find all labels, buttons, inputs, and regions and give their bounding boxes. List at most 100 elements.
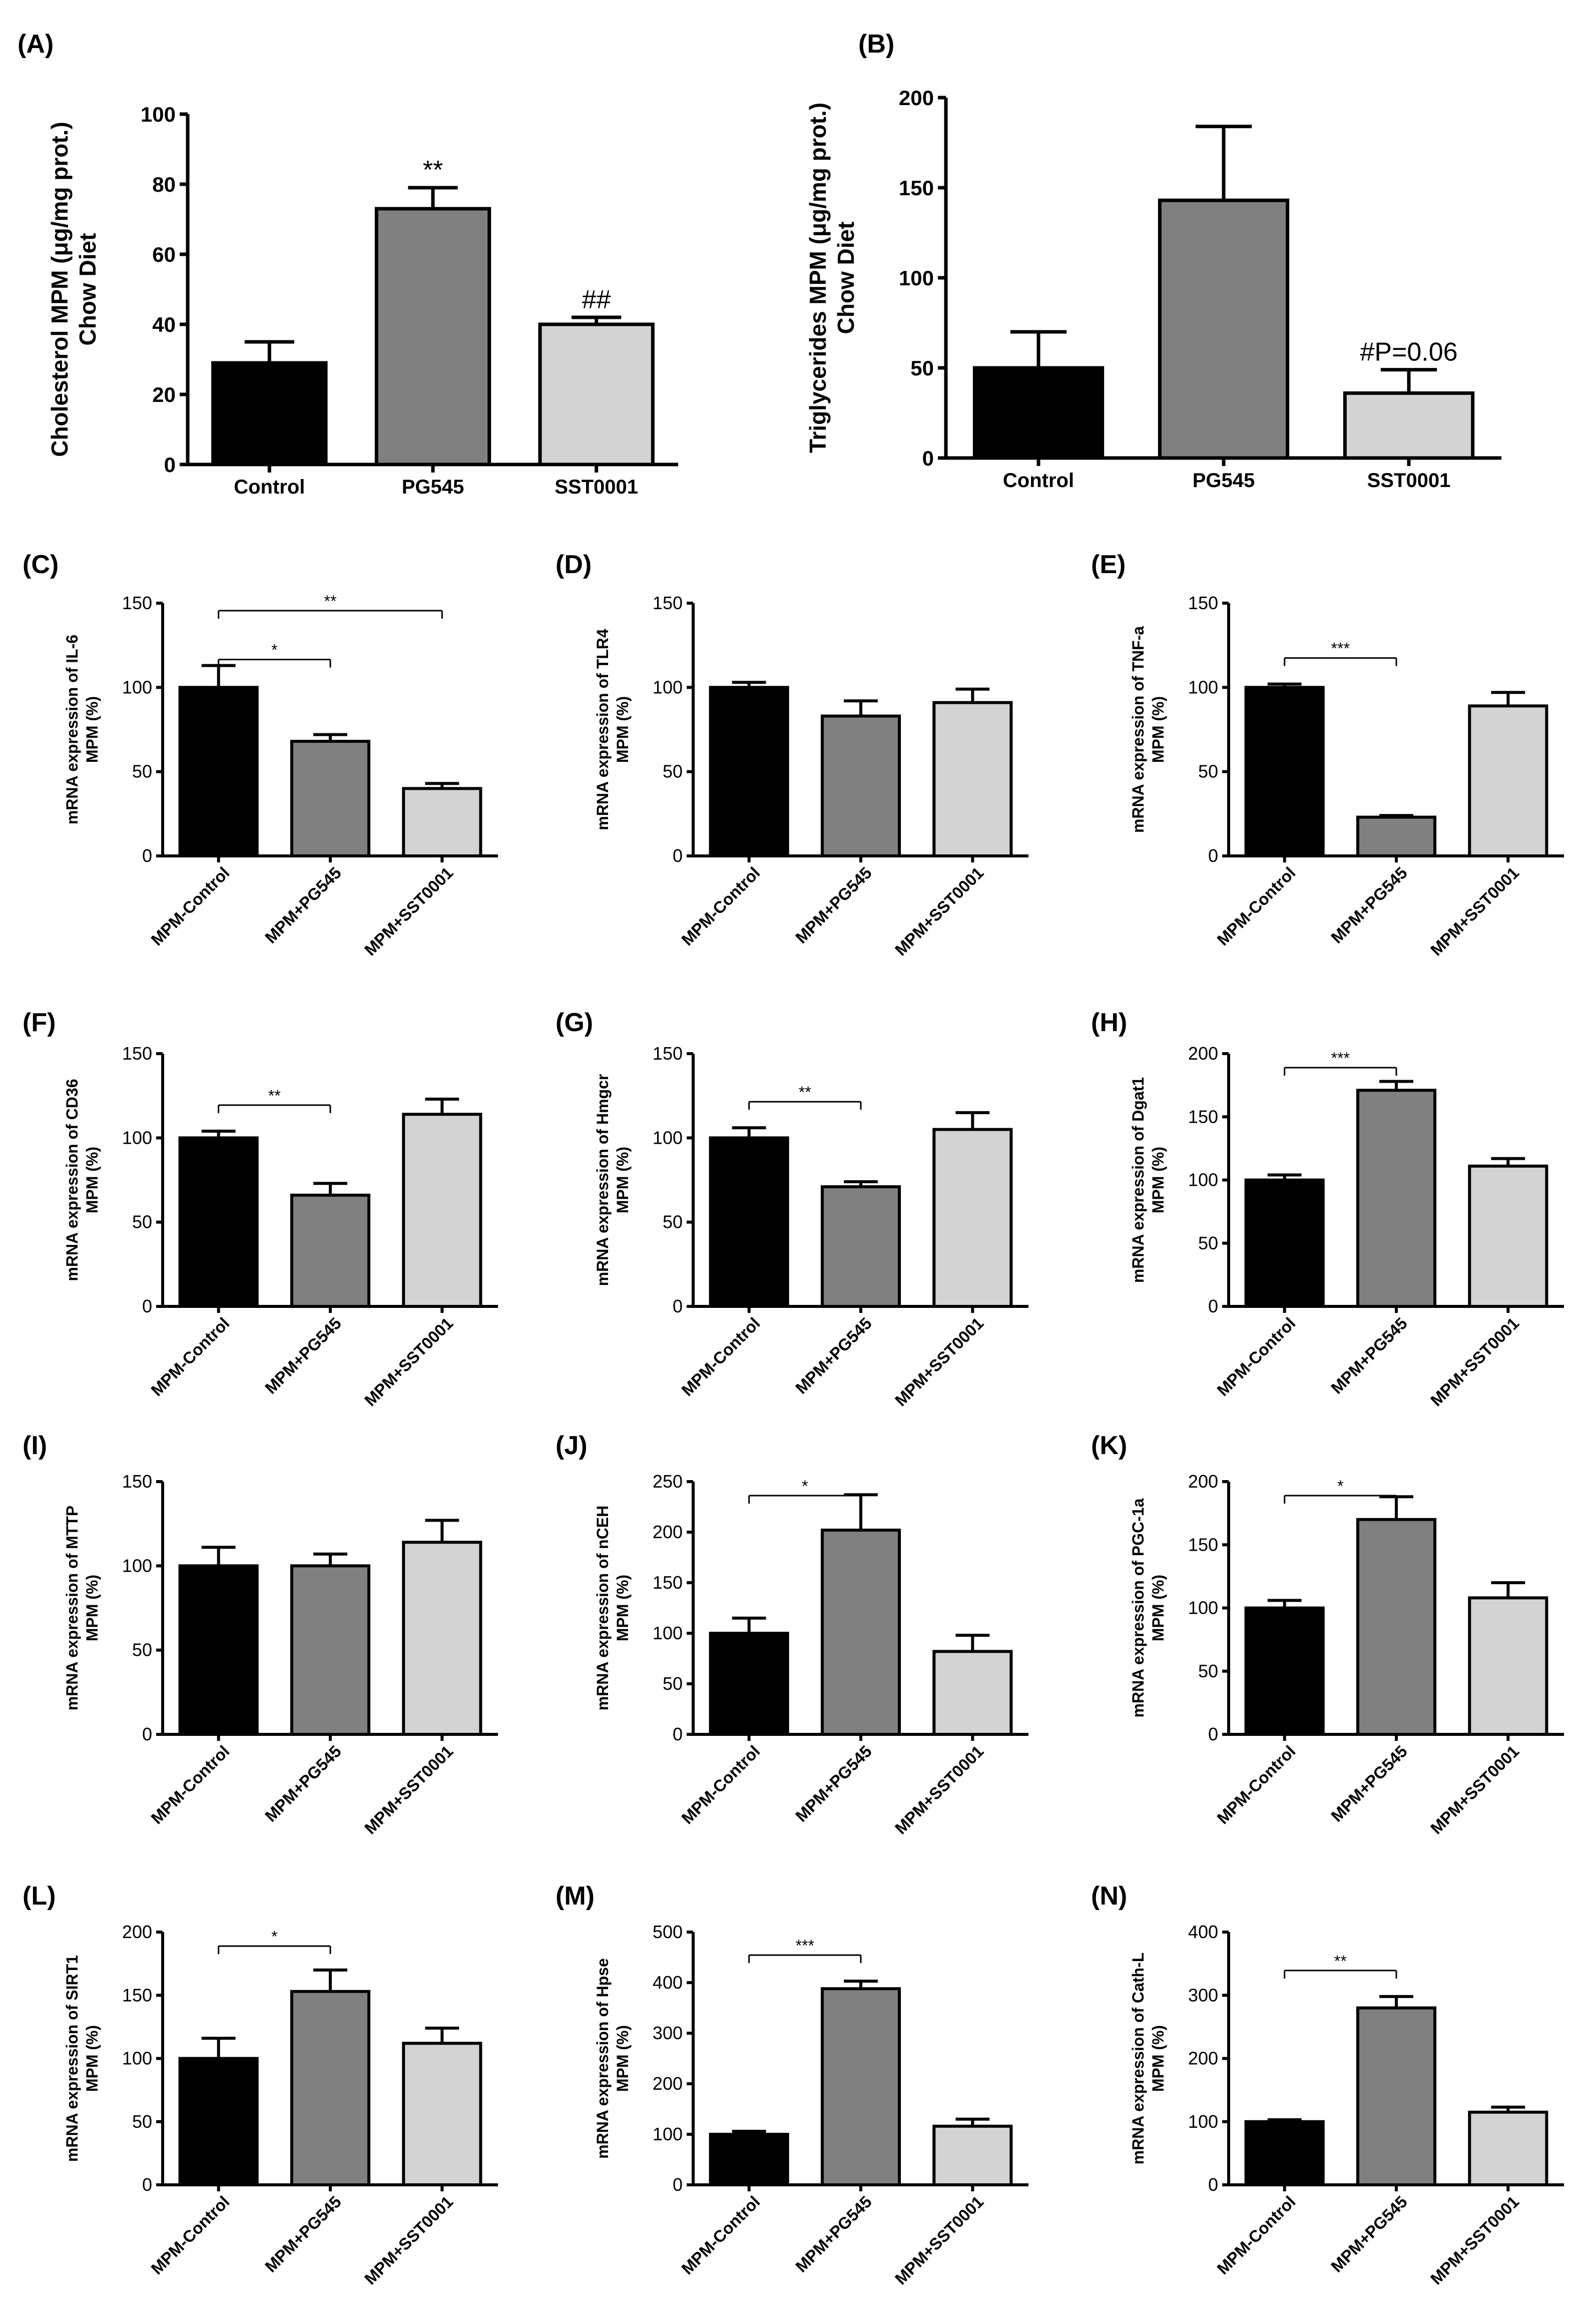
y-tick-label: 0 [164, 453, 176, 477]
y-tick-label: 100 [653, 677, 683, 697]
panel-label: (G) [556, 1008, 593, 1037]
bar [972, 366, 1105, 460]
significance-label: #P=0.06 [1360, 338, 1457, 367]
panel-h: (H) 0 50 100 150 200 MPM-Control MPM+PG545 MPM+S… [1091, 1008, 1564, 1410]
y-tick-label: 40 [152, 313, 176, 336]
bar [1244, 1606, 1325, 1736]
y-tick-label: 150 [122, 593, 152, 613]
significance-label: * [271, 641, 277, 659]
y-tick-label: 0 [673, 2174, 683, 2195]
x-tick-label: PG545 [402, 476, 464, 498]
bar [1468, 2110, 1548, 2186]
bar [709, 1632, 789, 1736]
x-tick-label: MPM-Control [678, 1742, 763, 1827]
panel-c: (C) 0 50 100 150 MPM-Control MPM+PG545 MPM+SST0… [23, 550, 498, 959]
bar [290, 1193, 371, 1308]
y-axis-label: MPM (%) [1149, 1147, 1167, 1213]
y-tick-label: 50 [1198, 1233, 1218, 1253]
x-tick-label: MPM+SST0001 [891, 1742, 987, 1838]
bar [402, 2042, 482, 2186]
panel-e: (E) 0 50 100 150 MPM-Control MPM+PG545 MPM+SST0… [1091, 550, 1564, 959]
y-tick-label: 0 [1208, 1724, 1218, 1744]
y-tick-label: 50 [663, 1673, 683, 1694]
y-tick-label: 50 [663, 1212, 683, 1232]
y-axis-label: mRNA expression of Hmgcr [594, 1074, 612, 1286]
bar [1468, 1164, 1548, 1308]
y-tick-label: 150 [899, 176, 934, 200]
y-axis-label: MPM (%) [83, 1575, 101, 1641]
x-tick-label: MPM+PG545 [1327, 863, 1411, 947]
x-tick-label: MPM+PG545 [792, 1314, 875, 1398]
y-tick-label: 100 [122, 677, 152, 697]
y-axis-label: MPM (%) [83, 2025, 101, 2092]
y-tick-label: 150 [1188, 1106, 1218, 1127]
x-tick-label: MPM-Control [147, 1314, 233, 1400]
y-tick-label: 100 [1188, 677, 1218, 697]
y-axis-label: MPM (%) [1149, 1575, 1167, 1641]
y-tick-label: 200 [122, 1922, 152, 1942]
y-tick-label: 100 [141, 103, 176, 126]
bar [1244, 686, 1325, 858]
x-tick-label: MPM-Control [147, 2192, 233, 2278]
y-tick-label: 400 [1188, 1922, 1218, 1942]
y-axis-label: mRNA expression of IL-6 [63, 635, 81, 824]
y-tick-label: 0 [673, 845, 683, 866]
y-axis-label: mRNA expression of Dgat1 [1129, 1077, 1147, 1283]
y-axis-label: Chow Diet [833, 222, 859, 334]
bar [1343, 391, 1475, 460]
bar [709, 686, 789, 858]
y-tick-label: 100 [122, 1127, 152, 1148]
y-tick-label: 50 [1198, 1661, 1218, 1681]
bar [402, 1541, 482, 1736]
y-axis-label: MPM (%) [614, 1575, 632, 1641]
significance-label: ** [799, 1083, 811, 1101]
y-axis-label: MPM (%) [614, 2025, 632, 2092]
y-tick-label: 200 [653, 2073, 683, 2094]
y-tick-label: 150 [122, 1985, 152, 2005]
panel-g: (G) 0 50 100 150 MPM-Control MPM+PG545 MPM+SST0… [556, 1008, 1028, 1410]
y-tick-label: 0 [142, 1296, 152, 1316]
significance-label: * [271, 1928, 277, 1946]
y-tick-label: 150 [1188, 593, 1218, 613]
y-tick-label: 100 [653, 2124, 683, 2144]
panel-label: (I) [23, 1431, 47, 1460]
significance-label: *** [1331, 640, 1350, 658]
x-tick-label: Control [234, 476, 305, 498]
y-tick-label: 200 [1188, 2048, 1218, 2069]
y-tick-label: 100 [122, 2048, 152, 2069]
y-tick-label: 150 [653, 593, 683, 613]
bar [178, 1564, 259, 1736]
x-tick-label: Control [1003, 470, 1074, 492]
y-tick-label: 50 [132, 1640, 152, 1660]
x-tick-label: MPM-Control [1213, 863, 1299, 949]
panel-label: (B) [858, 30, 894, 59]
x-tick-label: SST0001 [1367, 470, 1451, 492]
panel-label: (M) [556, 1882, 595, 1911]
bar [820, 714, 901, 857]
y-axis-label: MPM (%) [83, 1147, 101, 1213]
y-axis-label: mRNA expression of MTTP [63, 1506, 81, 1711]
y-tick-label: 150 [122, 1043, 152, 1064]
y-tick-label: 100 [653, 1623, 683, 1643]
y-tick-label: 0 [1208, 845, 1218, 866]
y-tick-label: 50 [663, 761, 683, 782]
y-axis-label: MPM (%) [614, 1147, 632, 1213]
x-tick-label: MPM+SST0001 [361, 863, 457, 960]
significance-label: ## [582, 285, 611, 314]
bar [1356, 1518, 1437, 1736]
y-tick-label: 50 [132, 2111, 152, 2132]
bar [211, 361, 328, 467]
panel-a: (A) 0 20 40 60 80 100 Control PG545 SST0001 Choles… [18, 30, 678, 498]
x-tick-label: MPM-Control [1213, 1314, 1299, 1400]
x-tick-label: MPM+PG545 [261, 1314, 345, 1398]
panel-label: (N) [1091, 1882, 1127, 1911]
bar [932, 2124, 1013, 2186]
x-tick-label: MPM-Control [678, 1314, 763, 1400]
bar [290, 740, 371, 857]
x-tick-label: MPM+SST0001 [891, 863, 987, 960]
x-tick-label: MPM+PG545 [1327, 2192, 1411, 2276]
panel-b: (B) 0 50 100 150 200 Control PG545 SST0001 Trigly… [805, 30, 1501, 492]
significance-label: * [1337, 1477, 1343, 1495]
panel-label: (D) [556, 550, 592, 579]
